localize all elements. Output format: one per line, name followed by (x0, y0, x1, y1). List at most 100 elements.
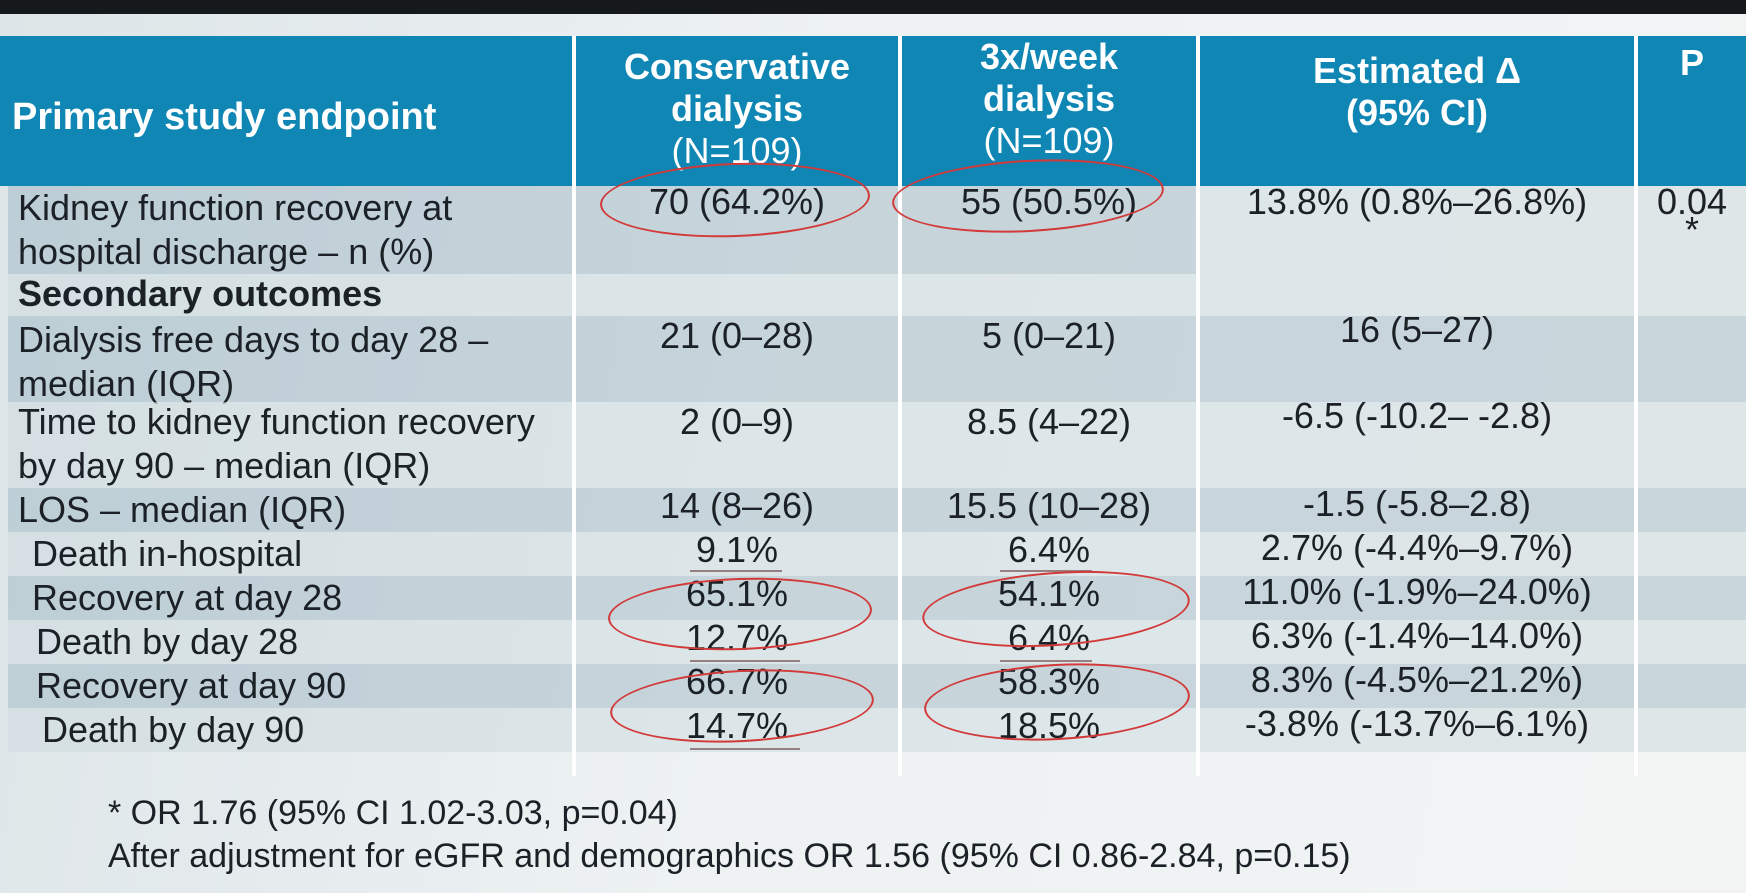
row-label: Death by day 90 (42, 709, 305, 750)
estimated-cell: -1.5 (-5.8–2.8) (1200, 483, 1634, 532)
table-row: Death by day 90 14.7% 18.5% -3.8% (-13.7… (0, 703, 1746, 752)
estimated-cell: 8.3% (-4.5%–21.2%) (1200, 659, 1634, 708)
row-label: Recovery at day 90 (36, 665, 347, 706)
p-cell (1638, 664, 1746, 708)
row-label-cell: LOS – median (IQR) (8, 488, 574, 532)
estimated-value: 6.3% (-1.4%–14.0%) (1250, 615, 1584, 656)
header-estimated: Estimated Δ (95% CI) (1200, 36, 1634, 186)
threeweekly-cell: 18.5% (902, 705, 1196, 752)
primary-conservative-cell: 70 (64.2%) (576, 181, 898, 274)
p-cell (1638, 620, 1746, 664)
conservative-value: 2 (0–9) (679, 401, 795, 442)
p-cell (1638, 488, 1746, 532)
conservative-value: 66.7% (685, 661, 789, 702)
header-threeweekly-line2: dialysis (982, 78, 1116, 119)
threeweekly-cell: 6.4% (902, 617, 1196, 664)
threeweekly-value: 6.4% (1007, 529, 1091, 570)
estimated-value: -6.5 (-10.2– -2.8) (1281, 395, 1553, 436)
secondary-heading-cell: Secondary outcomes (8, 273, 574, 316)
threeweekly-value: 6.4% (1007, 617, 1091, 658)
footnote-or: * OR 1.76 (95% CI 1.02-3.03, p=0.04) (108, 794, 678, 832)
table-row: Recovery at day 90 66.7% 58.3% 8.3% (-4.… (0, 659, 1746, 708)
conservative-cell: 9.1% (576, 529, 898, 576)
estimated-cell: -6.5 (-10.2– -2.8) (1200, 395, 1634, 488)
row-label-cell: Death by day 28 (8, 620, 574, 664)
empty-cell (902, 274, 1196, 316)
header-p: P (1638, 36, 1746, 186)
threeweekly-value: 15.5 (10–28) (946, 485, 1152, 526)
conservative-cell: 66.7% (576, 661, 898, 708)
primary-label-cell: Kidney function recovery at hospital dis… (8, 186, 574, 274)
primary-label-line2: hospital discharge – n (%) (18, 231, 435, 272)
secondary-heading: Secondary outcomes (18, 273, 383, 314)
threeweekly-cell: 6.4% (902, 529, 1196, 576)
primary-p-value: 0.04 (1656, 181, 1728, 222)
header-endpoint-label: Primary study endpoint (12, 96, 437, 138)
estimated-value: 16 (5–27) (1339, 309, 1495, 350)
column-divider (1196, 36, 1200, 776)
primary-label-line1: Kidney function recovery at (18, 187, 453, 228)
estimated-cell: 2.7% (-4.4%–9.7%) (1200, 527, 1634, 576)
row-label-line1: Time to kidney function recovery (18, 401, 535, 442)
p-cell (1638, 532, 1746, 576)
table-row: LOS – median (IQR) 14 (8–26) 15.5 (10–28… (0, 483, 1746, 532)
estimated-value: 2.7% (-4.4%–9.7%) (1260, 527, 1574, 568)
screen-bezel (0, 0, 1746, 14)
conservative-value: 9.1% (695, 529, 779, 570)
row-label: Death by day 28 (36, 621, 299, 662)
table-row: Death by day 28 12.7% 6.4% 6.3% (-1.4%–1… (0, 615, 1746, 664)
threeweekly-value: 8.5 (4–22) (966, 401, 1132, 442)
column-divider (898, 36, 902, 776)
primary-estimated-cell: 13.8% (0.8%–26.8%) (1200, 181, 1634, 274)
primary-p-asterisk: * (1684, 209, 1699, 250)
table-row: Death in-hospital 9.1% 6.4% 2.7% (-4.4%–… (0, 527, 1746, 576)
estimated-value: -1.5 (-5.8–2.8) (1302, 483, 1532, 524)
primary-conservative-value: 70 (64.2%) (648, 181, 826, 222)
strike-mark (1000, 570, 1092, 572)
empty-cell (1638, 274, 1746, 316)
conservative-cell: 21 (0–28) (576, 315, 898, 402)
conservative-value: 21 (0–28) (659, 315, 815, 356)
threeweekly-value: 54.1% (997, 573, 1101, 614)
conservative-cell: 12.7% (576, 617, 898, 664)
p-cell (1638, 316, 1746, 402)
row-label: Recovery at day 28 (32, 577, 343, 618)
row-label-cell: Recovery at day 90 (8, 664, 574, 708)
header-threeweekly-n: (N=109) (983, 120, 1115, 161)
row-label-cell: Time to kidney function recovery by day … (8, 401, 574, 488)
estimated-cell: 6.3% (-1.4%–14.0%) (1200, 615, 1634, 664)
strike-mark (1000, 660, 1092, 662)
threeweekly-cell: 5 (0–21) (902, 315, 1196, 402)
primary-p-cell: 0.04 * (1638, 181, 1746, 274)
row-label-cell: Recovery at day 28 (8, 576, 574, 620)
estimated-value: 8.3% (-4.5%–21.2%) (1250, 659, 1584, 700)
conservative-value: 14.7% (685, 705, 789, 746)
estimated-cell: 11.0% (-1.9%–24.0%) (1200, 571, 1634, 620)
row-label: Death in-hospital (32, 533, 303, 574)
conservative-value: 14 (8–26) (659, 485, 815, 526)
threeweekly-value: 5 (0–21) (981, 315, 1117, 356)
table-row: Dialysis free days to day 28 – median (I… (0, 309, 1746, 404)
row-label: LOS – median (IQR) (18, 489, 347, 530)
strike-mark (690, 660, 800, 662)
footnotes: * OR 1.76 (95% CI 1.02-3.03, p=0.04) Aft… (108, 792, 1351, 878)
threeweekly-cell: 58.3% (902, 661, 1196, 708)
conservative-cell: 14.7% (576, 705, 898, 752)
threeweekly-value: 18.5% (997, 705, 1101, 746)
empty-cell (1200, 274, 1634, 316)
threeweekly-value: 58.3% (997, 661, 1101, 702)
row-label-line1: Dialysis free days to day 28 – (18, 319, 489, 360)
row-label-cell: Death by day 90 (8, 708, 574, 752)
primary-threeweekly-value: 55 (50.5%) (960, 181, 1138, 222)
header-threeweekly-line1: 3x/week (979, 36, 1119, 77)
header-estimated-line2: (95% CI) (1345, 92, 1489, 133)
row-label-cell: Death in-hospital (8, 532, 574, 576)
footnote-adjusted: After adjustment for eGFR and demographi… (108, 837, 1351, 875)
column-divider (1634, 36, 1638, 776)
primary-threeweekly-cell: 55 (50.5%) (902, 181, 1196, 274)
threeweekly-cell: 8.5 (4–22) (902, 401, 1196, 488)
p-cell (1638, 402, 1746, 488)
conservative-cell: 65.1% (576, 573, 898, 620)
table-row: Recovery at day 28 65.1% 54.1% 11.0% (-1… (0, 571, 1746, 620)
